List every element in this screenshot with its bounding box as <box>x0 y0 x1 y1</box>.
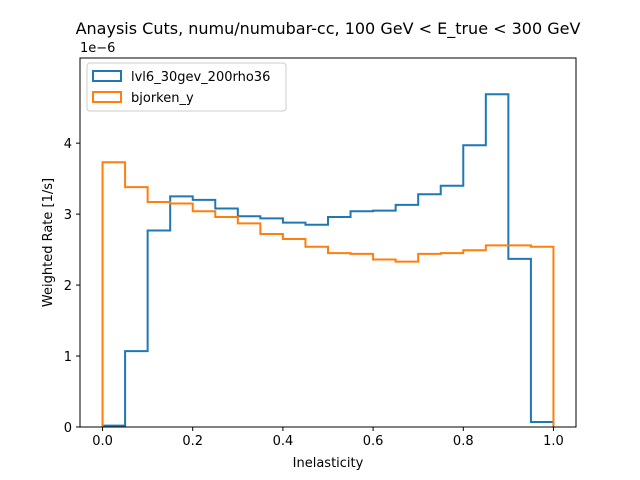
legend-label: lvl6_30gev_200rho36 <box>131 70 270 85</box>
y-tick-label: 1 <box>64 350 72 365</box>
x-tick-label: 0.6 <box>363 434 384 449</box>
x-tick-label: 1.0 <box>543 434 564 449</box>
y-offset-text: 1e−6 <box>80 41 115 56</box>
legend-swatch <box>92 91 122 103</box>
x-axis-label: Inelasticity <box>293 456 364 471</box>
chart-title: Anaysis Cuts, numu/numubar-cc, 100 GeV <… <box>76 19 581 39</box>
y-tick-label: 0 <box>64 421 72 436</box>
y-tick-label: 2 <box>64 279 72 294</box>
x-axis: 0.0 0.2 0.4 0.6 0.8 1.0 <box>92 427 564 449</box>
x-tick-label: 0.4 <box>273 434 294 449</box>
x-tick-label: 0.8 <box>453 434 474 449</box>
y-axis: 0 1 2 3 4 <box>64 137 80 436</box>
legend-label: bjorken_y <box>131 91 194 106</box>
axes-frame <box>79 57 577 428</box>
y-axis-label: Weighted Rate [1/s] <box>41 178 56 307</box>
legend-swatch <box>92 70 122 82</box>
y-tick-label: 3 <box>64 208 72 223</box>
plot-area <box>101 93 555 427</box>
x-tick-label: 0.2 <box>182 434 203 449</box>
legend-box <box>86 62 287 112</box>
series-line-bjorken_y <box>101 161 555 427</box>
x-tick-label: 0.0 <box>92 434 113 449</box>
y-tick-label: 4 <box>64 137 72 152</box>
legend: lvl6_30gev_200rho36 bjorken_y <box>86 62 287 112</box>
